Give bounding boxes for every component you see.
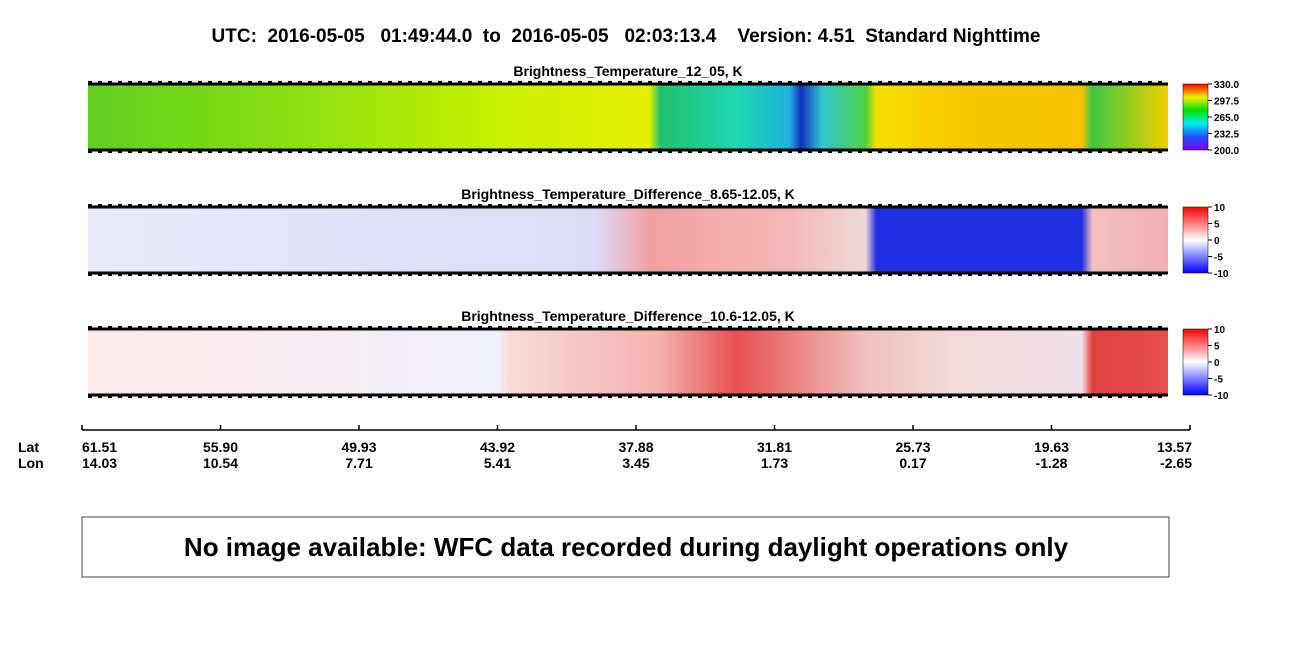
- colorbar-tick-label: 10: [1214, 325, 1226, 336]
- heatmap: [88, 329, 1168, 395]
- lat-label: 31.81: [757, 439, 792, 455]
- colorbar-tick-label: 5: [1214, 220, 1220, 231]
- lat-label: 43.92: [480, 439, 515, 455]
- colorbar-tick-label: 10: [1214, 203, 1226, 214]
- lat-label: 61.51: [82, 439, 117, 455]
- axis-row-label: Lon: [18, 455, 44, 471]
- colorbar-tick-label: 0: [1214, 358, 1220, 369]
- lon-label: -2.65: [1160, 455, 1192, 471]
- lon-label: -1.28: [1036, 455, 1068, 471]
- lon-label: 3.45: [622, 455, 649, 471]
- colorbar-tick-label: -10: [1214, 269, 1229, 280]
- lat-label: 19.63: [1034, 439, 1069, 455]
- colorbar-tick-label: 200.0: [1214, 146, 1239, 157]
- heatmap: [88, 207, 1168, 273]
- lon-label: 1.73: [761, 455, 788, 471]
- colorbar-tick-label: 0: [1214, 236, 1220, 247]
- note-box: [81, 516, 1170, 578]
- lon-label: 5.41: [484, 455, 511, 471]
- colorbar: [1182, 206, 1209, 274]
- lon-label: 14.03: [82, 455, 117, 471]
- panel-title: Brightness_Temperature_Difference_8.65-1…: [461, 186, 795, 202]
- note: No image available: WFC data recorded du…: [184, 532, 1069, 562]
- lat-label: 25.73: [895, 439, 930, 455]
- lon-label: 7.71: [345, 455, 372, 471]
- colorbar-tick-label: 5: [1214, 342, 1220, 353]
- colorbar: [1182, 328, 1209, 396]
- panel-title: Brightness_Temperature_12_05, K: [513, 63, 742, 79]
- axis-row-label: Lat: [18, 439, 39, 455]
- colorbar-tick-label: -5: [1214, 253, 1223, 264]
- colorbar-tick-label: -10: [1214, 391, 1229, 402]
- colorbar-tick-label: -5: [1214, 375, 1223, 386]
- colorbar-tick-label: 330.0: [1214, 80, 1239, 91]
- page-title: UTC: 2016-05-05 01:49:44.0 to 2016-05-05…: [212, 26, 1041, 47]
- colorbar-tick-label: 232.5: [1214, 130, 1239, 141]
- colorbar: [1182, 83, 1209, 151]
- lat-label: 13.57: [1157, 439, 1192, 455]
- lat-label: 49.93: [341, 439, 376, 455]
- colorbar-tick-label: 297.5: [1214, 97, 1239, 108]
- heatmap: [88, 84, 1168, 150]
- panel-title: Brightness_Temperature_Difference_10.6-1…: [461, 308, 795, 324]
- lat-label: 37.88: [618, 439, 653, 455]
- lon-label: 0.17: [899, 455, 926, 471]
- lat-label: 55.90: [203, 439, 238, 455]
- lon-label: 10.54: [203, 455, 238, 471]
- colorbar-tick-label: 265.0: [1214, 113, 1239, 124]
